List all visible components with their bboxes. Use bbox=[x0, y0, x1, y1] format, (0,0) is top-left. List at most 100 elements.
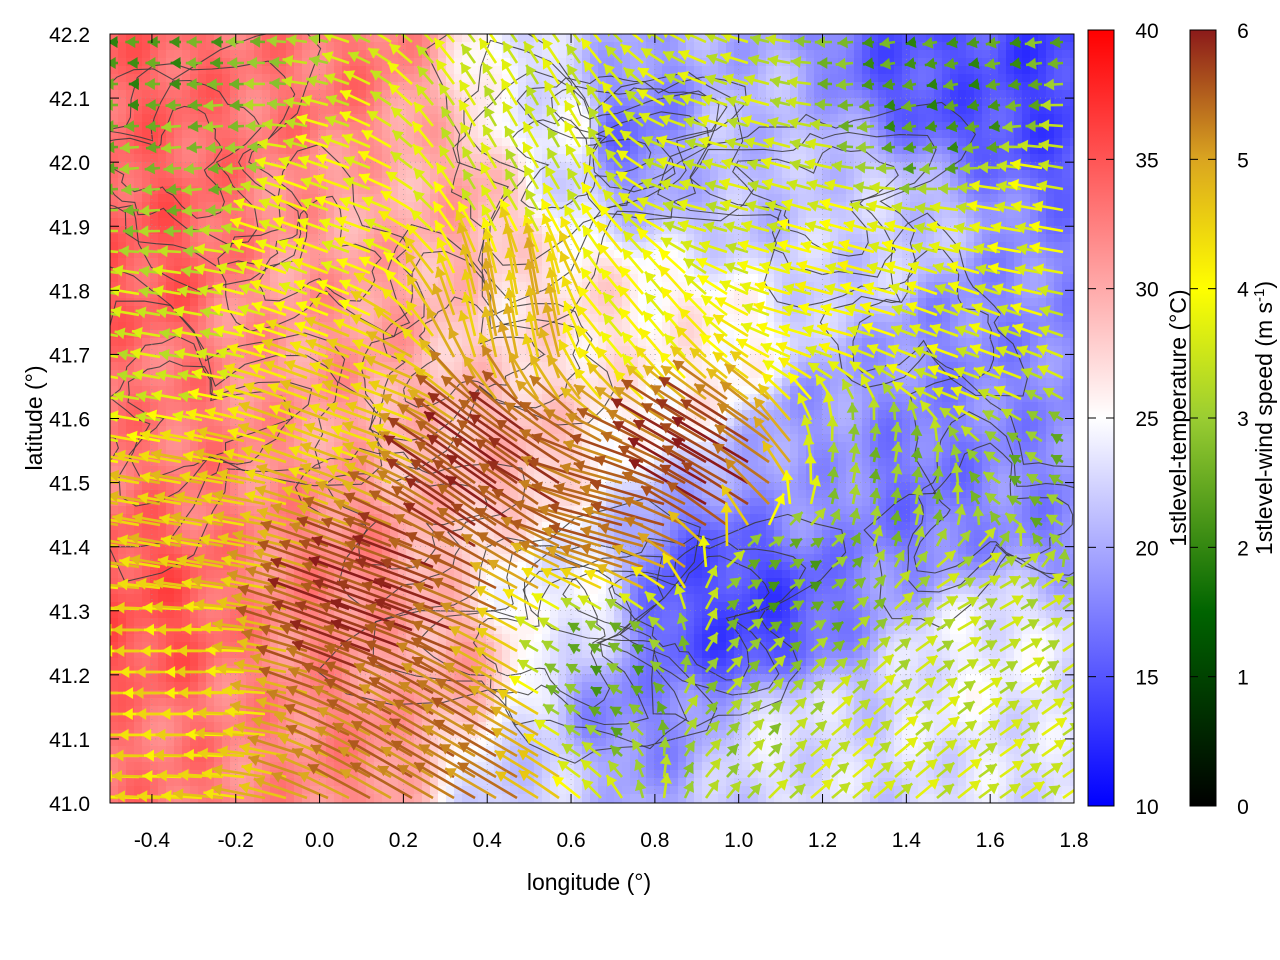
heatmap-cell bbox=[206, 298, 215, 307]
heatmap-cell bbox=[750, 82, 759, 91]
heatmap-cell bbox=[838, 314, 847, 323]
heatmap-cell bbox=[918, 114, 927, 123]
heatmap-cell bbox=[1030, 50, 1039, 59]
heatmap-cell bbox=[134, 42, 143, 51]
heatmap-cell bbox=[406, 82, 415, 91]
heatmap-cell bbox=[622, 322, 631, 331]
heatmap-cell bbox=[430, 98, 439, 107]
heatmap-cell bbox=[846, 170, 855, 179]
heatmap-cell bbox=[926, 66, 935, 75]
heatmap-cell bbox=[758, 34, 767, 43]
heatmap-cell bbox=[230, 98, 239, 107]
heatmap-cell bbox=[894, 98, 903, 107]
heatmap-cell bbox=[958, 66, 967, 75]
heatmap-cell bbox=[198, 298, 207, 307]
heatmap-cell bbox=[1006, 74, 1015, 83]
heatmap-cell bbox=[126, 218, 135, 227]
heatmap-cell bbox=[814, 34, 823, 43]
heatmap-cell bbox=[454, 266, 463, 275]
heatmap-cell bbox=[206, 338, 215, 347]
heatmap-cell bbox=[206, 74, 215, 83]
heatmap-cell bbox=[334, 106, 343, 115]
heatmap-cell bbox=[1030, 274, 1039, 283]
heatmap-cell bbox=[998, 274, 1007, 283]
heatmap-cell bbox=[910, 338, 919, 347]
heatmap-cell bbox=[222, 234, 231, 243]
heatmap-cell bbox=[1054, 154, 1063, 163]
heatmap-cell bbox=[1062, 178, 1071, 187]
heatmap-cell bbox=[518, 346, 527, 355]
heatmap-cell bbox=[566, 98, 575, 107]
heatmap-cell bbox=[582, 90, 591, 99]
heatmap-cell bbox=[254, 90, 263, 99]
heatmap-cell bbox=[942, 114, 951, 123]
heatmap-cell bbox=[894, 154, 903, 163]
heatmap-cell bbox=[814, 250, 823, 259]
heatmap-cell bbox=[182, 298, 191, 307]
heatmap-cell bbox=[1006, 98, 1015, 107]
heatmap-cell bbox=[982, 234, 991, 243]
heatmap-cell bbox=[926, 274, 935, 283]
heatmap-cell bbox=[406, 66, 415, 75]
heatmap-cell bbox=[430, 90, 439, 99]
heatmap-cell bbox=[150, 346, 159, 355]
heatmap-cell bbox=[790, 170, 799, 179]
heatmap-cell bbox=[158, 322, 167, 331]
heatmap-cell bbox=[326, 58, 335, 67]
heatmap-cell bbox=[894, 42, 903, 51]
heatmap-cell bbox=[486, 82, 495, 91]
heatmap-cell bbox=[894, 274, 903, 283]
heatmap-cell bbox=[222, 114, 231, 123]
heatmap-cell bbox=[142, 50, 151, 59]
heatmap-cell bbox=[622, 50, 631, 59]
heatmap-cell bbox=[710, 82, 719, 91]
heatmap-cell bbox=[110, 98, 119, 107]
heatmap-cell bbox=[950, 274, 959, 283]
heatmap-cell bbox=[790, 34, 799, 43]
heatmap-cell bbox=[798, 146, 807, 155]
heatmap-cell bbox=[406, 194, 415, 203]
heatmap-cell bbox=[606, 162, 615, 171]
heatmap-cell bbox=[662, 66, 671, 75]
heatmap-cell bbox=[286, 170, 295, 179]
heatmap-cell bbox=[694, 58, 703, 67]
heatmap-cell bbox=[1030, 314, 1039, 323]
heatmap-cell bbox=[878, 354, 887, 363]
heatmap-cell bbox=[830, 106, 839, 115]
heatmap-cell bbox=[878, 66, 887, 75]
heatmap-cell bbox=[582, 106, 591, 115]
heatmap-cell bbox=[366, 314, 375, 323]
heatmap-cell bbox=[886, 50, 895, 59]
heatmap-cell bbox=[558, 66, 567, 75]
heatmap-cell bbox=[910, 82, 919, 91]
heatmap-cell bbox=[302, 50, 311, 59]
heatmap-cell bbox=[198, 66, 207, 75]
heatmap-cell bbox=[118, 90, 127, 99]
heatmap-cell bbox=[238, 98, 247, 107]
heatmap-cell bbox=[518, 274, 527, 283]
heatmap-cell bbox=[990, 154, 999, 163]
heatmap-cell bbox=[598, 42, 607, 51]
heatmap-cell bbox=[1006, 218, 1015, 227]
heatmap-cell bbox=[982, 354, 991, 363]
heatmap-cell bbox=[774, 314, 783, 323]
heatmap-cell bbox=[110, 50, 119, 59]
heatmap-cell bbox=[758, 314, 767, 323]
heatmap-cell bbox=[934, 66, 943, 75]
heatmap-cell bbox=[854, 82, 863, 91]
heatmap-cell bbox=[606, 98, 615, 107]
heatmap-cell bbox=[974, 114, 983, 123]
heatmap-cell bbox=[310, 66, 319, 75]
heatmap-cell bbox=[990, 274, 999, 283]
heatmap-cell bbox=[942, 138, 951, 147]
heatmap-cell bbox=[446, 58, 455, 67]
heatmap-cell bbox=[878, 154, 887, 163]
heatmap-cell bbox=[430, 338, 439, 347]
heatmap-cell bbox=[550, 42, 559, 51]
heatmap-cell bbox=[814, 50, 823, 59]
heatmap-cell bbox=[110, 242, 119, 251]
heatmap-cell bbox=[494, 106, 503, 115]
heatmap-cell bbox=[134, 34, 143, 43]
heatmap-cell bbox=[646, 90, 655, 99]
heatmap-cell bbox=[390, 306, 399, 315]
